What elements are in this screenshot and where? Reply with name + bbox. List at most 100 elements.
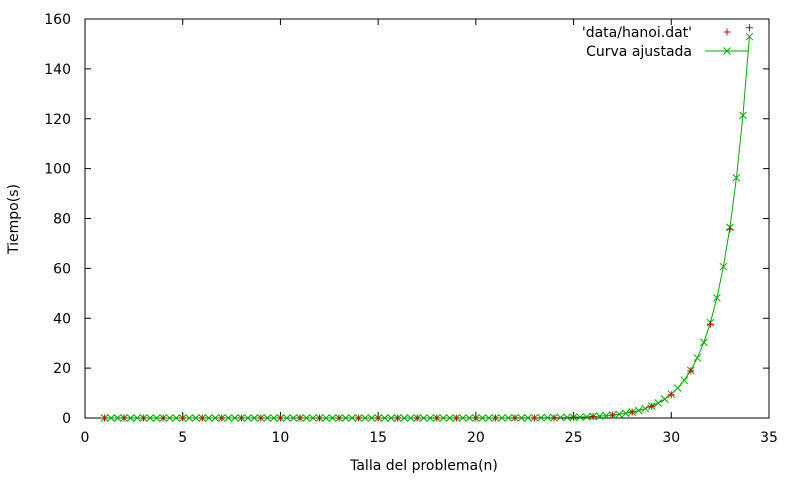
plot-border bbox=[84, 18, 770, 419]
fit-curve-point bbox=[263, 414, 272, 422]
fit-curve-point bbox=[165, 414, 174, 422]
data-point bbox=[355, 414, 363, 422]
x-tick-label: 25 bbox=[565, 430, 583, 446]
y-tick-label: 100 bbox=[44, 162, 71, 178]
legend-label-fit: Curva ajustada bbox=[586, 44, 692, 60]
fit-curve-point bbox=[439, 414, 448, 422]
legend-marker-data bbox=[723, 28, 731, 36]
fit-curve-point bbox=[126, 414, 135, 422]
fit-curve-point bbox=[719, 262, 728, 271]
data-point bbox=[609, 411, 617, 419]
data-point bbox=[257, 414, 265, 422]
fit-curve-point bbox=[302, 414, 311, 422]
fit-curve-point bbox=[146, 414, 154, 422]
fit-curve-point bbox=[270, 414, 278, 422]
data-point bbox=[237, 414, 245, 422]
fit-curve-point bbox=[204, 414, 213, 422]
fit-curve-point bbox=[654, 399, 663, 407]
legend-cross-marker bbox=[723, 47, 731, 55]
fit-curve-point bbox=[504, 414, 513, 422]
fit-curve-point bbox=[322, 414, 330, 422]
data-point bbox=[433, 414, 441, 422]
fit-curve-point bbox=[445, 414, 454, 422]
series-layer bbox=[100, 24, 754, 422]
fit-curve-point bbox=[615, 410, 624, 419]
y-axis-label: Tiempo(s) bbox=[6, 184, 22, 255]
data-point bbox=[472, 414, 480, 422]
fit-curve-point bbox=[595, 412, 604, 420]
data-point bbox=[667, 391, 675, 399]
fit-curve-point bbox=[634, 406, 643, 415]
x-tick-label: 0 bbox=[81, 430, 90, 446]
fit-curve-point bbox=[230, 414, 239, 422]
fit-curve-point bbox=[602, 411, 610, 420]
data-point bbox=[511, 414, 519, 422]
fit-curve-point bbox=[244, 414, 252, 422]
y-tick-label: 140 bbox=[44, 62, 71, 78]
fit-curve-point bbox=[309, 414, 317, 422]
fit-curve-point bbox=[458, 414, 467, 422]
fit-curve-point bbox=[367, 414, 376, 422]
y-tick-label: 20 bbox=[53, 361, 71, 377]
data-point bbox=[198, 414, 206, 422]
fit-curve-point bbox=[517, 414, 526, 422]
y-tick-label: 80 bbox=[53, 212, 71, 228]
fit-curve-point bbox=[465, 414, 474, 422]
y-tick-label: 120 bbox=[44, 112, 71, 128]
fit-curve-point bbox=[713, 294, 721, 302]
fit-curve-point bbox=[739, 111, 747, 120]
x-tick-label: 30 bbox=[662, 430, 680, 446]
fit-curve-point bbox=[107, 414, 115, 422]
data-point bbox=[628, 408, 636, 416]
data-point bbox=[335, 414, 343, 422]
x-axis-label: Talla del problema(n) bbox=[349, 458, 498, 474]
data-point bbox=[648, 402, 656, 410]
fit-curve-line bbox=[104, 36, 750, 419]
data-point bbox=[101, 414, 109, 422]
data-point bbox=[530, 414, 538, 422]
fit-curve-point bbox=[673, 384, 682, 392]
fit-curve-point bbox=[419, 414, 428, 422]
data-point bbox=[745, 24, 753, 32]
y-tick-label: 40 bbox=[53, 311, 71, 327]
data-point bbox=[218, 414, 226, 422]
data-point bbox=[179, 414, 187, 422]
fit-curve-point bbox=[524, 413, 532, 422]
fit-curve-point bbox=[387, 414, 396, 422]
data-point bbox=[570, 413, 578, 421]
data-point bbox=[159, 414, 167, 422]
x-tick-label: 5 bbox=[178, 430, 187, 446]
fit-curve-point bbox=[732, 173, 741, 182]
fit-curve-point bbox=[172, 414, 181, 422]
fit-curve-point bbox=[133, 414, 141, 422]
fit-curve-point bbox=[152, 414, 161, 422]
fit-curve-point bbox=[485, 414, 493, 422]
fit-curve-point bbox=[185, 414, 194, 422]
fit-curve-point bbox=[211, 414, 220, 422]
data-point bbox=[120, 414, 128, 422]
fit-curve-point bbox=[328, 414, 337, 422]
y-tick-label: 160 bbox=[44, 12, 71, 28]
fit-curve-point bbox=[283, 414, 291, 422]
legend-label-data: 'data/hanoi.dat' bbox=[582, 25, 692, 41]
data-point bbox=[589, 413, 597, 421]
y-tick-label: 60 bbox=[53, 261, 71, 277]
legend: 'data/hanoi.dat' Curva ajustada bbox=[582, 25, 749, 60]
data-point bbox=[452, 414, 460, 422]
axis-ticks: 0 5 10 15 20 25 30 35 0 20 40 60 80 100 120 140 160 bbox=[44, 12, 778, 446]
fit-curve-point bbox=[700, 338, 708, 347]
fit-curve-point bbox=[537, 413, 545, 422]
fit-curve-point bbox=[543, 413, 552, 422]
fit-curve-point bbox=[224, 414, 233, 422]
data-point bbox=[413, 414, 421, 422]
fit-curve-point bbox=[621, 409, 630, 418]
fit-curve-point bbox=[400, 414, 409, 422]
fit-curve-point bbox=[641, 404, 650, 413]
x-tick-label: 20 bbox=[467, 430, 485, 446]
fit-curve-point bbox=[660, 395, 669, 403]
fit-curve-point bbox=[478, 414, 487, 422]
fit-curve-point bbox=[191, 414, 200, 422]
y-tick-label: 0 bbox=[62, 411, 71, 427]
data-point bbox=[491, 414, 499, 422]
